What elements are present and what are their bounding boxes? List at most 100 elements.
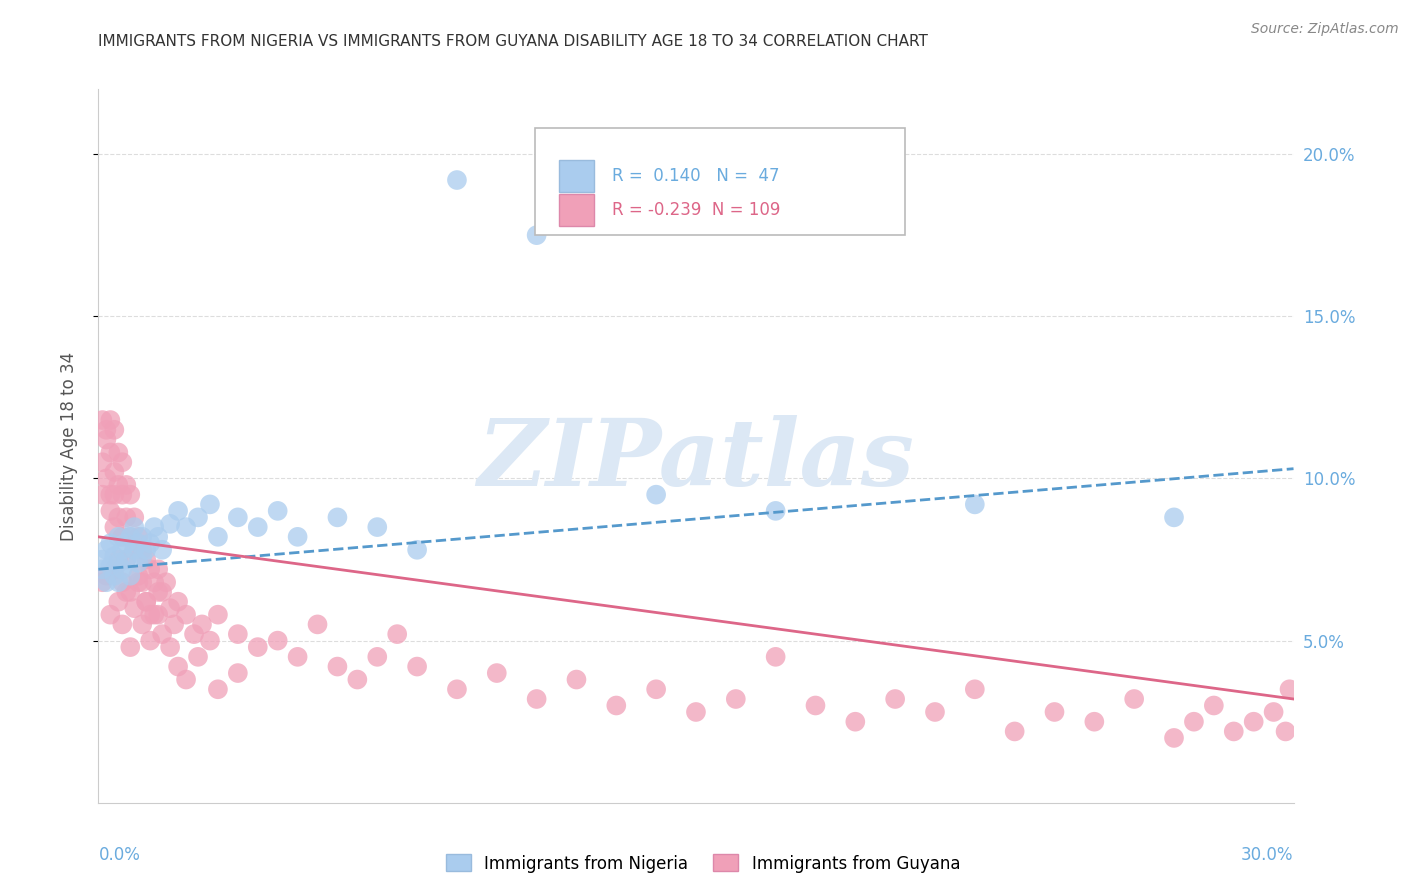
Point [124, 520, 146, 534]
Point [91, 413, 114, 427]
Point [100, 445, 122, 459]
Point [111, 575, 134, 590]
Point [120, 640, 142, 654]
Point [287, 530, 309, 544]
Point [91, 488, 114, 502]
Point [107, 445, 129, 459]
Point [139, 536, 162, 550]
Point [115, 510, 138, 524]
Point [135, 595, 157, 609]
Point [107, 478, 129, 492]
Point [207, 607, 229, 622]
Y-axis label: Disability Age 18 to 34: Disability Age 18 to 34 [59, 351, 77, 541]
Point [1182, 714, 1205, 729]
Point [645, 682, 668, 697]
FancyBboxPatch shape [558, 160, 595, 192]
Point [124, 510, 146, 524]
Text: 30.0%: 30.0% [1241, 846, 1294, 863]
Point [107, 575, 129, 590]
Point [131, 575, 153, 590]
Point [207, 530, 229, 544]
FancyBboxPatch shape [558, 194, 595, 226]
Point [96, 423, 118, 437]
Point [91, 575, 114, 590]
Point [135, 542, 157, 557]
Point [96, 575, 118, 590]
Point [685, 705, 707, 719]
Point [120, 530, 142, 544]
Point [1163, 510, 1185, 524]
Point [127, 556, 149, 570]
Point [1083, 714, 1105, 729]
Point [96, 471, 118, 485]
Point [198, 633, 221, 648]
Point [163, 617, 186, 632]
Point [326, 510, 349, 524]
Point [765, 649, 787, 664]
Point [191, 617, 214, 632]
Point [155, 575, 177, 590]
Text: IMMIGRANTS FROM NIGERIA VS IMMIGRANTS FROM GUYANA DISABILITY AGE 18 TO 34 CORREL: IMMIGRANTS FROM NIGERIA VS IMMIGRANTS FR… [98, 34, 928, 49]
Point [115, 552, 138, 566]
Point [120, 530, 142, 544]
Point [174, 520, 197, 534]
Text: Source: ZipAtlas.com: Source: ZipAtlas.com [1251, 22, 1399, 37]
Point [167, 659, 190, 673]
Point [724, 692, 747, 706]
Point [100, 413, 122, 427]
Point [120, 568, 142, 582]
Point [139, 633, 162, 648]
Point [143, 575, 166, 590]
Point [131, 530, 153, 544]
Point [115, 585, 138, 599]
Point [111, 617, 134, 632]
Point [159, 516, 181, 531]
Point [765, 504, 787, 518]
Point [174, 673, 197, 687]
Point [100, 504, 122, 518]
Point [246, 640, 269, 654]
Point [183, 627, 205, 641]
Point [159, 601, 181, 615]
Point [148, 607, 170, 622]
Point [107, 556, 129, 570]
Point [844, 714, 866, 729]
Point [131, 617, 153, 632]
Point [111, 455, 134, 469]
Point [167, 504, 190, 518]
Point [143, 607, 166, 622]
Point [1043, 705, 1066, 719]
Point [135, 595, 157, 609]
Point [150, 627, 173, 641]
Point [150, 542, 173, 557]
Point [135, 552, 157, 566]
Point [111, 530, 134, 544]
Point [100, 559, 122, 574]
Point [307, 617, 329, 632]
Point [645, 488, 668, 502]
Point [100, 536, 122, 550]
Point [96, 542, 118, 557]
Point [246, 520, 269, 534]
Point [406, 542, 429, 557]
Point [963, 497, 986, 511]
FancyBboxPatch shape [534, 128, 905, 235]
Point [139, 562, 162, 576]
Point [346, 673, 368, 687]
Point [159, 640, 181, 654]
Point [107, 552, 129, 566]
Point [148, 562, 170, 576]
Point [605, 698, 627, 713]
Point [406, 659, 429, 673]
Point [103, 423, 125, 437]
Point [1004, 724, 1026, 739]
Text: R =  0.140   N =  47: R = 0.140 N = 47 [613, 167, 780, 185]
Point [804, 698, 827, 713]
Point [103, 549, 125, 564]
Point [107, 510, 129, 524]
Point [91, 455, 114, 469]
Point [148, 530, 170, 544]
Point [111, 488, 134, 502]
Point [924, 705, 946, 719]
Point [103, 562, 125, 576]
